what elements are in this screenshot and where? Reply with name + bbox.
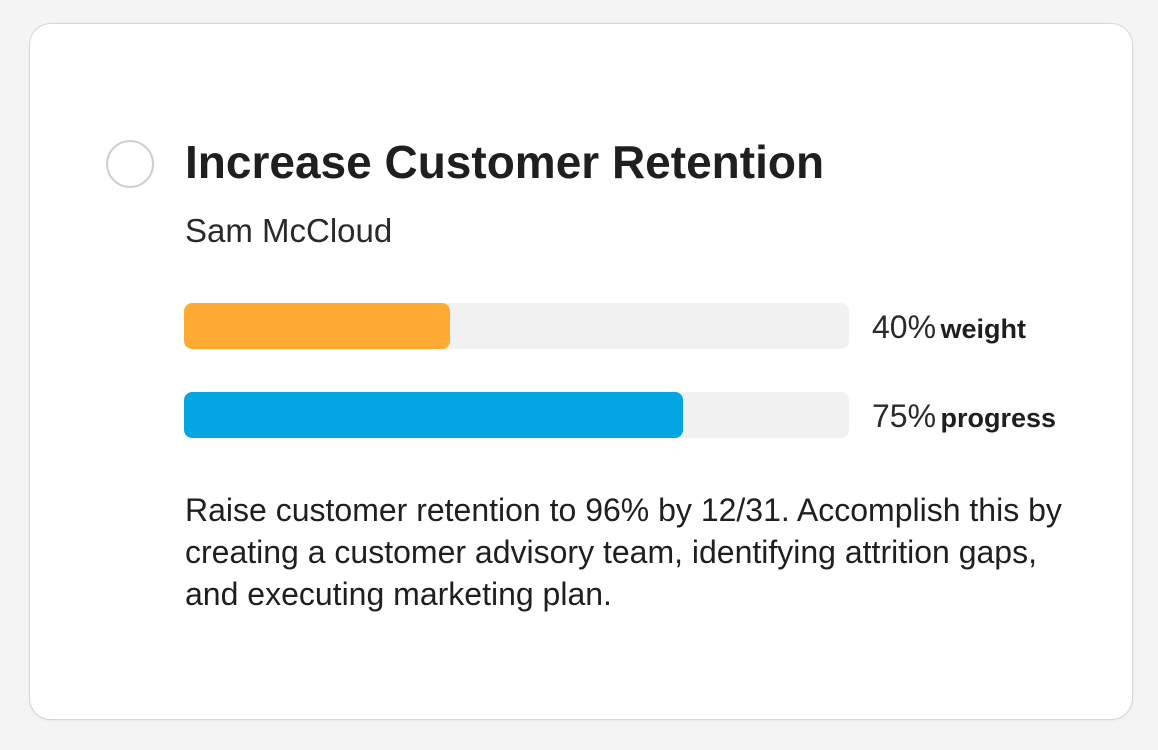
progress-bar-fill — [184, 392, 683, 438]
goal-title: Increase Customer Retention — [185, 136, 825, 188]
goal-card[interactable]: Increase Customer Retention Sam McCloud … — [29, 23, 1133, 720]
weight-percent: 40% — [872, 309, 937, 345]
weight-row: 40% weight — [184, 303, 1094, 349]
weight-bar-track — [184, 303, 849, 349]
progress-label: 75% progress — [872, 394, 1056, 445]
weight-word: weight — [940, 314, 1027, 344]
progress-word: progress — [940, 403, 1057, 433]
circle-checkbox-icon[interactable] — [106, 140, 154, 188]
weight-bar-fill — [184, 303, 450, 349]
progress-bar-track — [184, 392, 849, 438]
weight-label: 40% weight — [872, 305, 1026, 356]
goal-owner: Sam McCloud — [185, 212, 393, 249]
goal-description: Raise customer retention to 96% by 12/31… — [185, 492, 1062, 612]
progress-row: 75% progress — [184, 392, 1094, 438]
progress-percent: 75% — [872, 398, 937, 434]
